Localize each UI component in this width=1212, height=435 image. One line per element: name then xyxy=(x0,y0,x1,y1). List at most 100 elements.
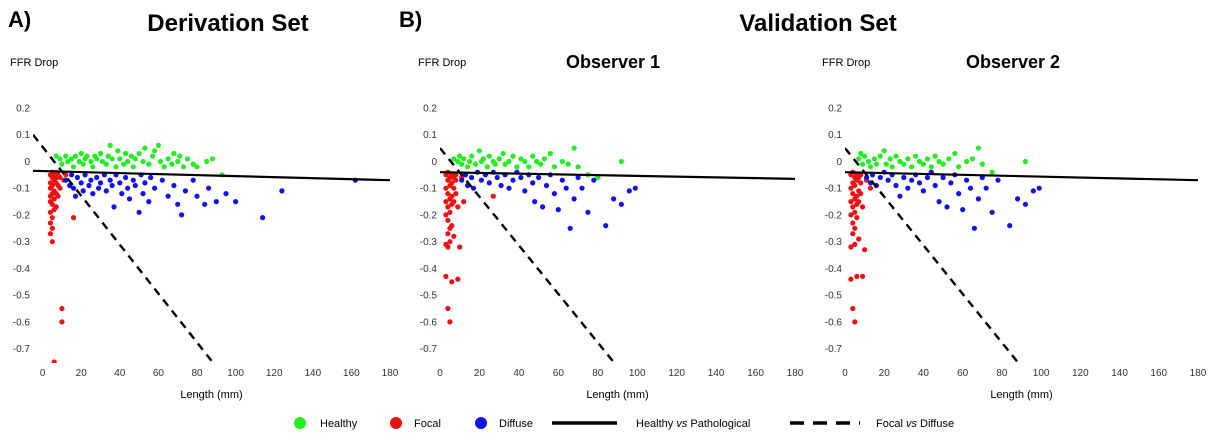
diffuse-point xyxy=(555,207,561,213)
healthy-point xyxy=(946,156,952,162)
focal-point xyxy=(447,209,453,215)
healthy-point xyxy=(486,153,492,159)
diffuse-point xyxy=(1036,185,1042,191)
diffuse-point xyxy=(132,182,138,189)
x-tick-label: 120 xyxy=(1072,368,1089,379)
y-tick-label: -0.3 xyxy=(825,237,843,248)
diffuse-point xyxy=(130,177,136,183)
diffuse-point xyxy=(956,191,962,197)
focal-point xyxy=(856,199,862,205)
diffuse-point xyxy=(136,209,142,215)
diffuse-point xyxy=(916,180,923,186)
y-tick-label: -0.1 xyxy=(825,184,843,195)
diffuse-point xyxy=(125,185,131,191)
focal-point xyxy=(852,241,858,247)
diffuse-point xyxy=(611,196,617,202)
focal-point xyxy=(850,191,856,197)
healthy-point xyxy=(53,153,59,159)
healthy-point xyxy=(502,161,508,167)
healthy-point xyxy=(97,150,104,157)
focal-point xyxy=(55,193,61,199)
legend-healthy-label: Healthy xyxy=(320,418,358,430)
healthy-point xyxy=(132,156,138,162)
healthy-point xyxy=(905,156,911,162)
diffuse-point xyxy=(140,191,146,197)
x-tick-label: 80 xyxy=(592,368,604,379)
focal-point xyxy=(445,217,451,223)
legend-solid-pre: Healthy xyxy=(636,418,676,430)
focal-point xyxy=(59,319,65,325)
healthy-point xyxy=(956,164,962,170)
focal-point xyxy=(451,199,457,205)
healthy-point xyxy=(65,158,71,165)
diffuse-point xyxy=(571,196,577,202)
healthy-vs-pathological-line xyxy=(845,171,1198,182)
healthy-point xyxy=(165,156,171,162)
healthy-point xyxy=(571,145,577,151)
diffuse-point xyxy=(897,193,903,199)
healthy-point xyxy=(551,164,558,170)
healthy-vs-pathological-line xyxy=(440,171,795,180)
x-tick-label: 80 xyxy=(191,368,203,379)
diffuse-point xyxy=(175,201,181,207)
focal-point xyxy=(850,204,856,210)
legend-solid-vs: vs xyxy=(676,418,688,430)
plot-title: Observer 2 xyxy=(966,52,1060,72)
focal-point xyxy=(848,199,854,205)
x-tick-label: 40 xyxy=(114,368,126,379)
legend-diffuse-marker xyxy=(475,417,487,429)
focal-point xyxy=(443,199,449,205)
healthy-point xyxy=(858,150,864,157)
healthy-point xyxy=(80,161,86,167)
healthy-point xyxy=(78,150,84,157)
diffuse-point xyxy=(190,177,196,183)
healthy-point xyxy=(476,148,482,154)
healthy-point xyxy=(84,153,90,159)
healthy-point xyxy=(889,164,895,170)
healthy-point xyxy=(506,158,512,165)
plot-area xyxy=(845,145,1198,363)
healthy-point xyxy=(893,153,899,159)
diffuse-point xyxy=(159,177,165,183)
healthy-point xyxy=(57,156,63,162)
y-tick-label: 0.1 xyxy=(828,130,842,141)
healthy-point xyxy=(136,150,142,157)
diffuse-point xyxy=(989,209,995,215)
plot-title: Observer 1 xyxy=(566,52,660,72)
y-tick-label: -0.5 xyxy=(420,291,438,302)
y-tick-label: -0.4 xyxy=(825,264,843,275)
diffuse-point xyxy=(948,180,954,186)
diffuse-point xyxy=(82,172,88,178)
diffuse-point xyxy=(470,185,477,191)
x-tick-label: 160 xyxy=(1150,368,1167,379)
healthy-point xyxy=(142,145,148,151)
healthy-point xyxy=(913,153,919,159)
legend-dashed-vs: vs xyxy=(906,418,918,430)
healthy-point xyxy=(865,158,872,165)
x-tick-label: 140 xyxy=(708,368,725,379)
healthy-point xyxy=(920,161,927,167)
healthy-point xyxy=(883,161,889,167)
diffuse-point xyxy=(567,225,573,231)
focal-point xyxy=(451,185,457,191)
diffuse-point xyxy=(864,174,870,181)
healthy-point xyxy=(897,158,903,165)
healthy-point xyxy=(618,158,625,165)
x-tick-label: 40 xyxy=(513,368,525,379)
y-tick-label: 0 xyxy=(431,157,437,168)
diffuse-point xyxy=(1030,188,1036,194)
healthy-point xyxy=(59,161,65,167)
diffuse-point xyxy=(182,188,188,194)
focal-point xyxy=(445,244,451,250)
x-tick-label: 100 xyxy=(227,368,244,379)
focal-point xyxy=(51,196,57,202)
focal-point xyxy=(47,209,54,215)
y-tick-label: -0.4 xyxy=(13,264,31,275)
y-tick-label: 0.2 xyxy=(423,104,437,115)
healthy-point xyxy=(152,148,158,154)
focal-point xyxy=(850,220,856,226)
healthy-point xyxy=(72,153,79,159)
diffuse-point xyxy=(983,185,989,191)
focal-point xyxy=(443,212,449,218)
y-axis-label: FFR Drop xyxy=(10,57,58,69)
